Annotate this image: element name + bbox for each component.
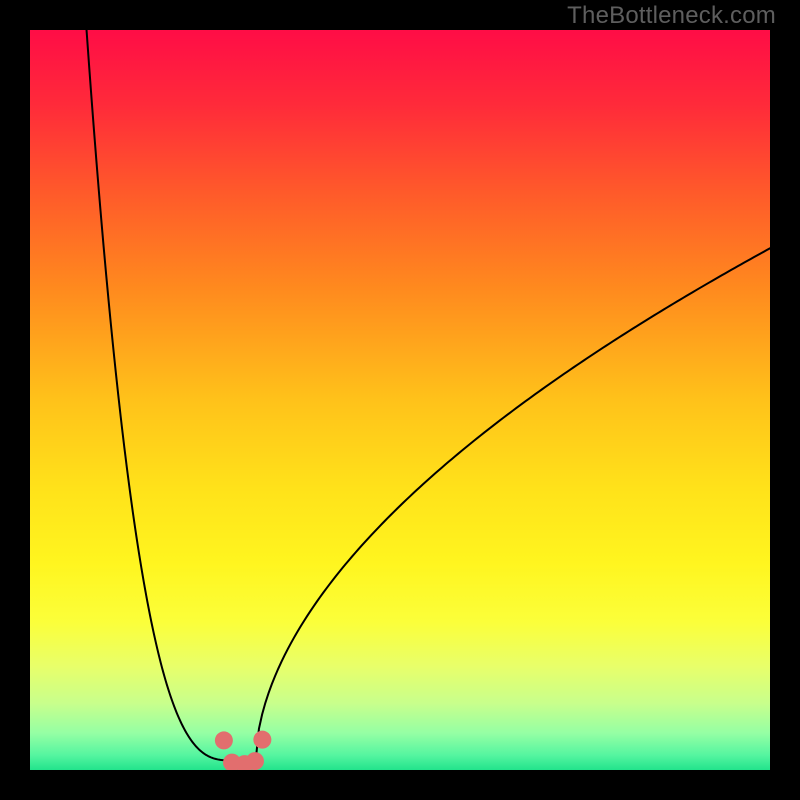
curve-marker xyxy=(246,752,264,770)
curve-marker xyxy=(253,731,271,749)
watermark-text: TheBottleneck.com xyxy=(567,2,776,30)
plot-svg xyxy=(30,30,770,770)
curve-marker xyxy=(215,731,233,749)
plot-area xyxy=(30,30,770,770)
gradient-background xyxy=(30,30,770,770)
